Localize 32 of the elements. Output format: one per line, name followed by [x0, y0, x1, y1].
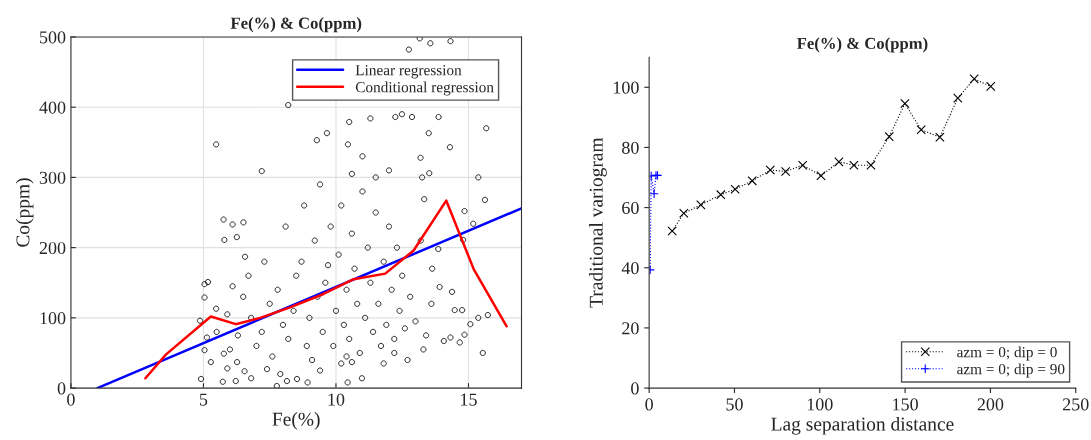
legend-label: azm = 0; dip = 0 [957, 346, 1057, 361]
legend-label: Conditional regression [355, 81, 494, 96]
y-tick-label: 400 [39, 101, 66, 114]
y-tick-label: 0 [631, 382, 639, 395]
x-tick-label: 50 [726, 398, 743, 411]
y-axis-title: Traditional variogram [589, 137, 607, 308]
y-tick-label: 0 [57, 382, 66, 395]
legend-label: azm = 0; dip = 90 [957, 363, 1065, 378]
y-tick-label: 20 [622, 322, 639, 335]
legend-label: Linear regression [355, 65, 462, 79]
x-tick-label: 200 [977, 398, 1004, 411]
x-tick-label: 10 [328, 393, 345, 406]
y-tick-label: 60 [622, 201, 639, 215]
x-tick-label: 5 [199, 393, 208, 406]
y-tick-label: 500 [40, 31, 66, 44]
x-tick-label: 0 [645, 398, 653, 411]
y-tick-label: 200 [39, 241, 66, 255]
chart-title: Fe(%) & Co(ppm) [797, 37, 928, 53]
y-tick-label: 80 [622, 141, 639, 154]
y-tick-label: 100 [613, 81, 639, 94]
x-tick-label: 250 [1062, 398, 1089, 411]
x-tick-label: 15 [461, 393, 477, 406]
x-tick-label: 0 [67, 393, 75, 406]
y-tick-label: 300 [39, 171, 66, 184]
x-tick-label: 100 [807, 398, 833, 411]
y-axis-title: Co(ppm) [15, 178, 34, 247]
x-axis-title: Lag separation distance [771, 416, 954, 435]
x-axis-title: Fe(%) [272, 412, 320, 430]
x-tick-label: 150 [893, 398, 918, 411]
y-tick-label: 40 [621, 262, 639, 275]
chart-title: Fe(%) & Co(ppm) [230, 17, 362, 33]
y-tick-label: 100 [40, 312, 66, 325]
